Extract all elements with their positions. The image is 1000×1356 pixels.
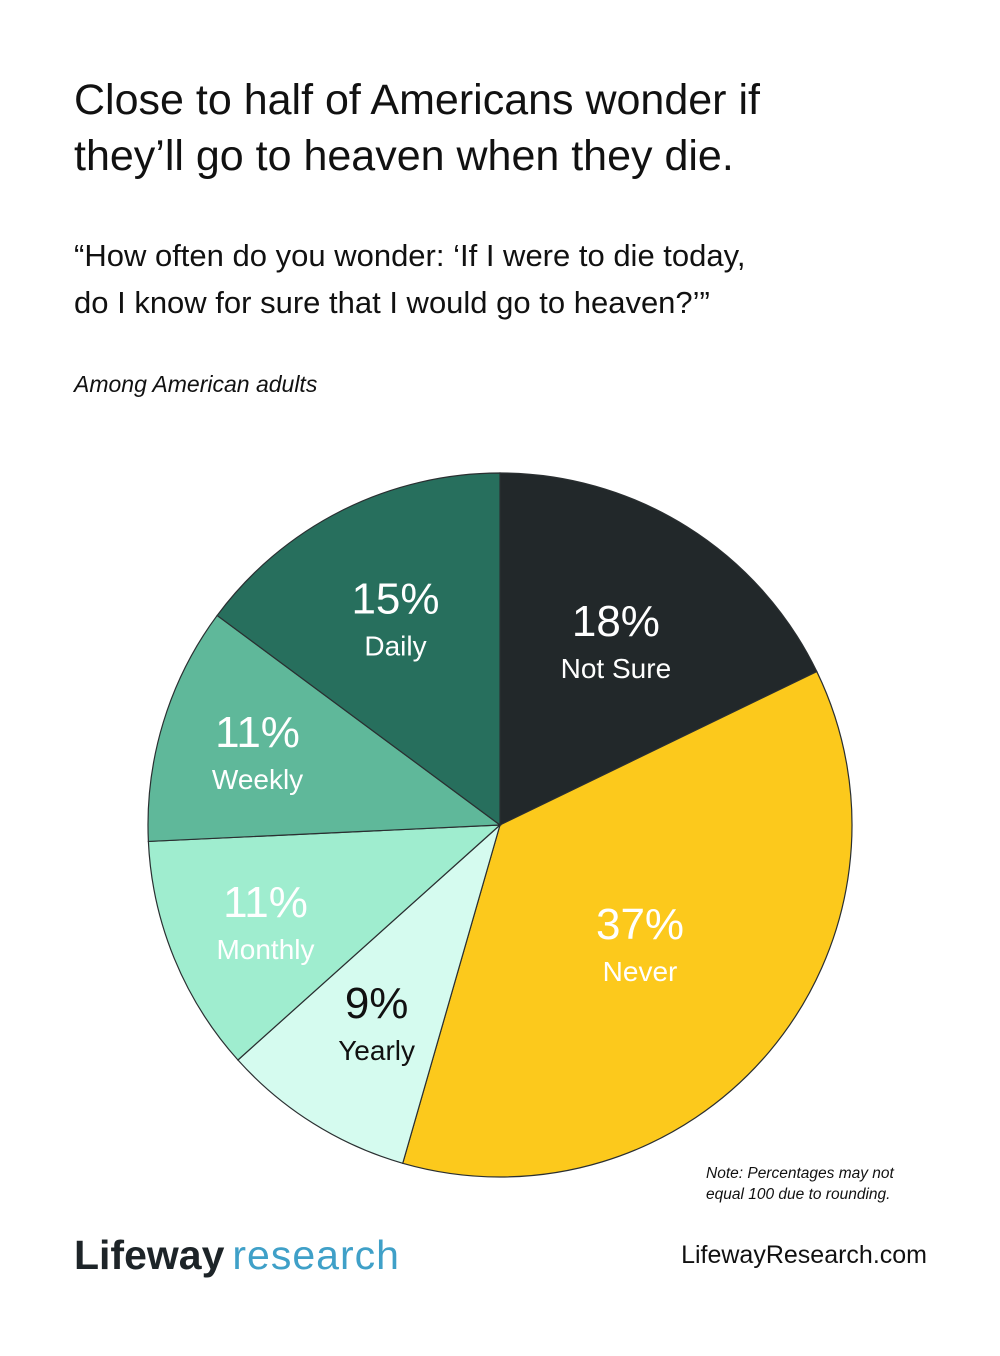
logo-sub: research	[232, 1232, 400, 1278]
survey-question-line-2: do I know for sure that I would go to he…	[74, 285, 710, 320]
data-label-value: 15%	[351, 575, 439, 624]
data-label-category: Yearly	[338, 1035, 415, 1066]
logo-brand: Lifeway	[74, 1232, 225, 1278]
data-label-category: Weekly	[212, 764, 303, 795]
survey-question: “How often do you wonder: ‘If I were to …	[74, 232, 954, 326]
chart-title-line-1: Close to half of Americans wonder if	[74, 76, 760, 124]
lifeway-research-logo: Lifeway research	[74, 1230, 400, 1280]
pie-labels: 18% Not Sure 37% Never 9% Yearly 11% Monthly 11%…	[212, 575, 684, 1066]
rounding-note-line-1: Note: Percentages may not	[706, 1165, 894, 1182]
pie-slice-monthly	[147, 824, 502, 1061]
pie-slice-weekly	[147, 614, 502, 843]
pie-slice-not-sure	[499, 472, 818, 826]
data-label-value: 11%	[215, 708, 300, 757]
sample-base: Among American adults	[74, 371, 318, 397]
data-label-value: 18%	[572, 597, 660, 646]
website-link[interactable]: LifewayResearch.com	[681, 1241, 927, 1269]
pie-slice-yearly	[237, 823, 502, 1165]
rounding-note: Note: Percentages may not equal 100 due …	[706, 1163, 966, 1205]
data-label-value: 37%	[596, 900, 684, 949]
pie-slice-never	[401, 670, 853, 1178]
survey-question-line-1: “How often do you wonder: ‘If I were to …	[74, 238, 746, 273]
rounding-note-line-2: equal 100 due to rounding.	[706, 1186, 891, 1203]
data-label-category: Daily	[364, 631, 426, 662]
data-label-value: 11%	[223, 878, 308, 927]
chart-title: Close to half of Americans wonder if the…	[74, 72, 954, 184]
data-label-category: Monthly	[216, 934, 314, 965]
data-label-value: 9%	[345, 979, 409, 1028]
pie-slices	[147, 472, 853, 1178]
data-label-category: Not Sure	[561, 653, 672, 684]
pie-slice-daily	[216, 472, 501, 827]
chart-title-line-2: they’ll go to heaven when they die.	[74, 132, 734, 180]
data-label-category: Never	[603, 956, 678, 987]
